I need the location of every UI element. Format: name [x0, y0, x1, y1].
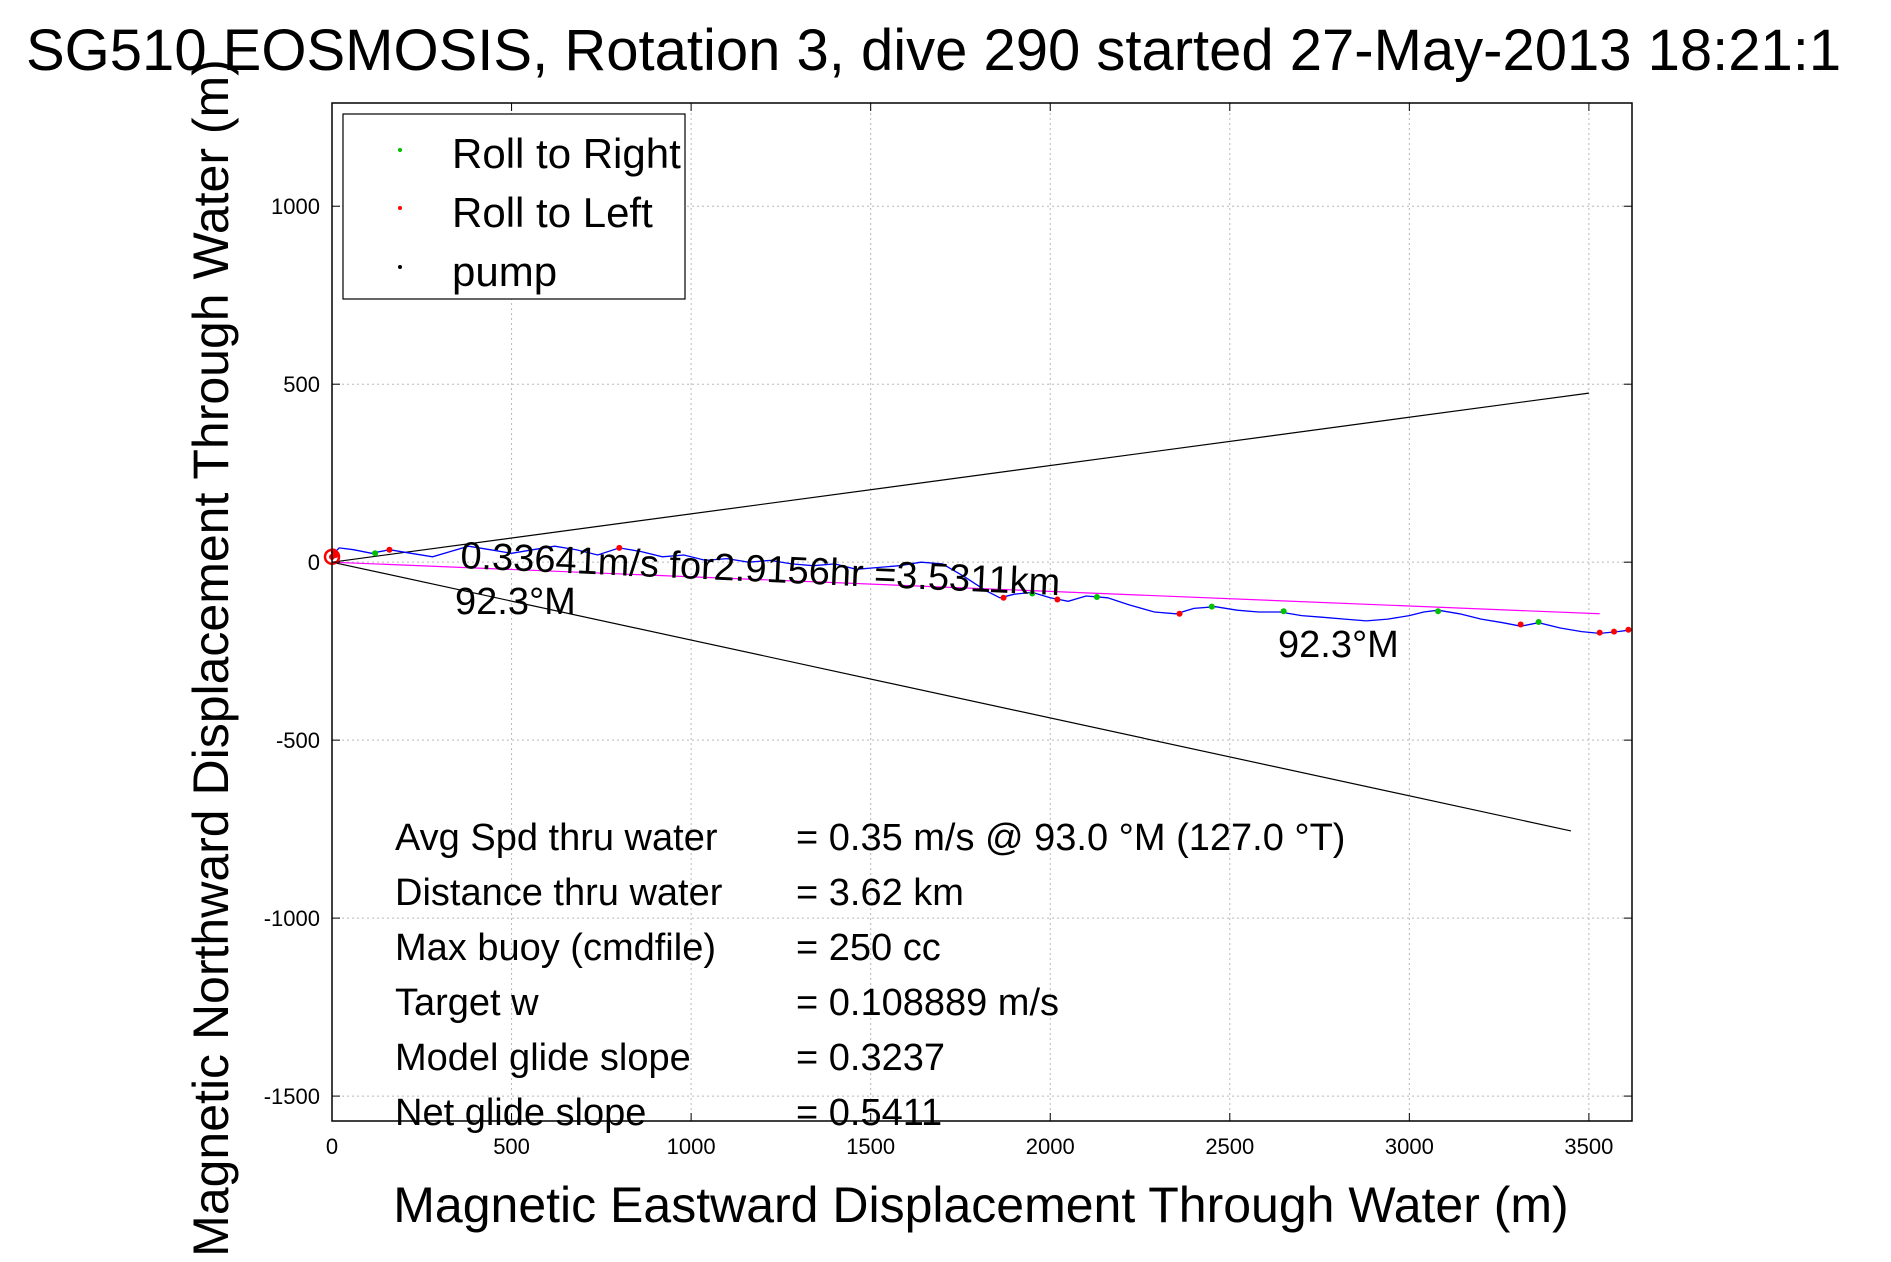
envelope-line — [331, 392, 1589, 563]
stat-label-max-buoy: Max buoy (cmdfile) — [395, 927, 716, 969]
roll-to-right-marker — [372, 550, 379, 557]
y-tick-label: -1500 — [264, 1084, 320, 1109]
plot-data — [323, 392, 1633, 832]
y-tick-label: 500 — [283, 372, 320, 397]
legend-label-roll-left: Roll to Left — [452, 189, 653, 236]
stat-value-target-w: = 0.108889 m/s — [796, 982, 1059, 1024]
roll-to-left-marker — [386, 546, 393, 553]
stat-value-net-glide-slope: = 0.5411 — [796, 1092, 942, 1134]
stat-value-model-glide-slope: = 0.3237 — [796, 1037, 945, 1079]
roll-to-left-marker — [1625, 626, 1632, 633]
stat-label-net-glide-slope: Net glide slope — [395, 1092, 646, 1134]
annotation-heading-start: 92.3°M — [455, 581, 576, 623]
x-tick-label: 3500 — [1564, 1134, 1613, 1159]
y-tick-label: -1000 — [264, 906, 320, 931]
roll-to-left-marker — [616, 544, 623, 551]
dive-stats: Avg Spd thru water = 0.35 m/s @ 93.0 °M … — [395, 817, 1345, 1134]
x-axis-label: Magnetic Eastward Displacement Through W… — [393, 1177, 1568, 1233]
legend-label-pump: pump — [452, 248, 557, 295]
stat-label-avg-speed: Avg Spd thru water — [395, 817, 718, 859]
x-tick-label: 1000 — [667, 1134, 716, 1159]
chart-title: SG510 EOSMOSIS, Rotation 3, dive 290 sta… — [26, 18, 1841, 83]
y-tick-label: 1000 — [271, 194, 320, 219]
x-tick-label: 2500 — [1205, 1134, 1254, 1159]
annotations: 0.33641m/s for2.9156hr =3.5311km 92.3°M … — [455, 535, 1399, 666]
grid — [331, 103, 1632, 1121]
stat-label-target-w: Target w — [395, 982, 539, 1024]
roll-to-right-marker — [1208, 603, 1215, 610]
stat-value-avg-speed: = 0.35 m/s @ 93.0 °M (127.0 °T) — [796, 817, 1345, 859]
roll-to-left-marker — [1000, 594, 1007, 601]
roll-to-right-marker — [1093, 594, 1100, 601]
roll-to-left-marker — [1176, 610, 1183, 617]
x-tick-label: 1500 — [846, 1134, 895, 1159]
plot-frame — [331, 102, 1633, 1122]
roll-to-left-marker — [1596, 629, 1603, 636]
roll-to-right-marker — [1029, 590, 1036, 597]
stat-value-distance: = 3.62 km — [796, 872, 964, 914]
track-line — [331, 545, 1633, 635]
stat-value-max-buoy: = 250 cc — [796, 927, 941, 969]
roll-to-left-marker — [1054, 596, 1061, 603]
y-tick-label: -500 — [276, 728, 320, 753]
legend: Roll to Right Roll to Left pump — [342, 113, 686, 300]
x-tick-label: 2000 — [1026, 1134, 1075, 1159]
x-tick-label: 0 — [326, 1134, 338, 1159]
stat-label-model-glide-slope: Model glide slope — [395, 1037, 691, 1079]
legend-label-roll-right: Roll to Right — [452, 130, 681, 177]
roll-to-left-marker — [1517, 621, 1524, 628]
roll-to-right-marker — [1535, 618, 1542, 625]
y-tick-label: 0 — [308, 550, 320, 575]
legend-marker-pump — [398, 265, 402, 269]
roll-to-right-marker — [1280, 608, 1287, 615]
roll-to-right-marker — [1435, 608, 1442, 615]
x-tick-label: 500 — [493, 1134, 530, 1159]
axis-ticks: 0 500 1000 1500 2000 2500 3000 3500 1000 500 0 -500… — [264, 103, 1632, 1159]
legend-marker-roll-right — [398, 148, 402, 152]
x-tick-label: 3000 — [1385, 1134, 1434, 1159]
fit-line — [331, 561, 1600, 615]
legend-marker-roll-left — [398, 206, 402, 210]
y-axis-label: Magnetic Northward Displacement Through … — [183, 59, 239, 1257]
stat-label-distance: Distance thru water — [395, 872, 723, 914]
annotation-heading-end: 92.3°M — [1278, 624, 1399, 666]
roll-to-left-marker — [1611, 628, 1618, 635]
envelope-line — [331, 561, 1572, 832]
